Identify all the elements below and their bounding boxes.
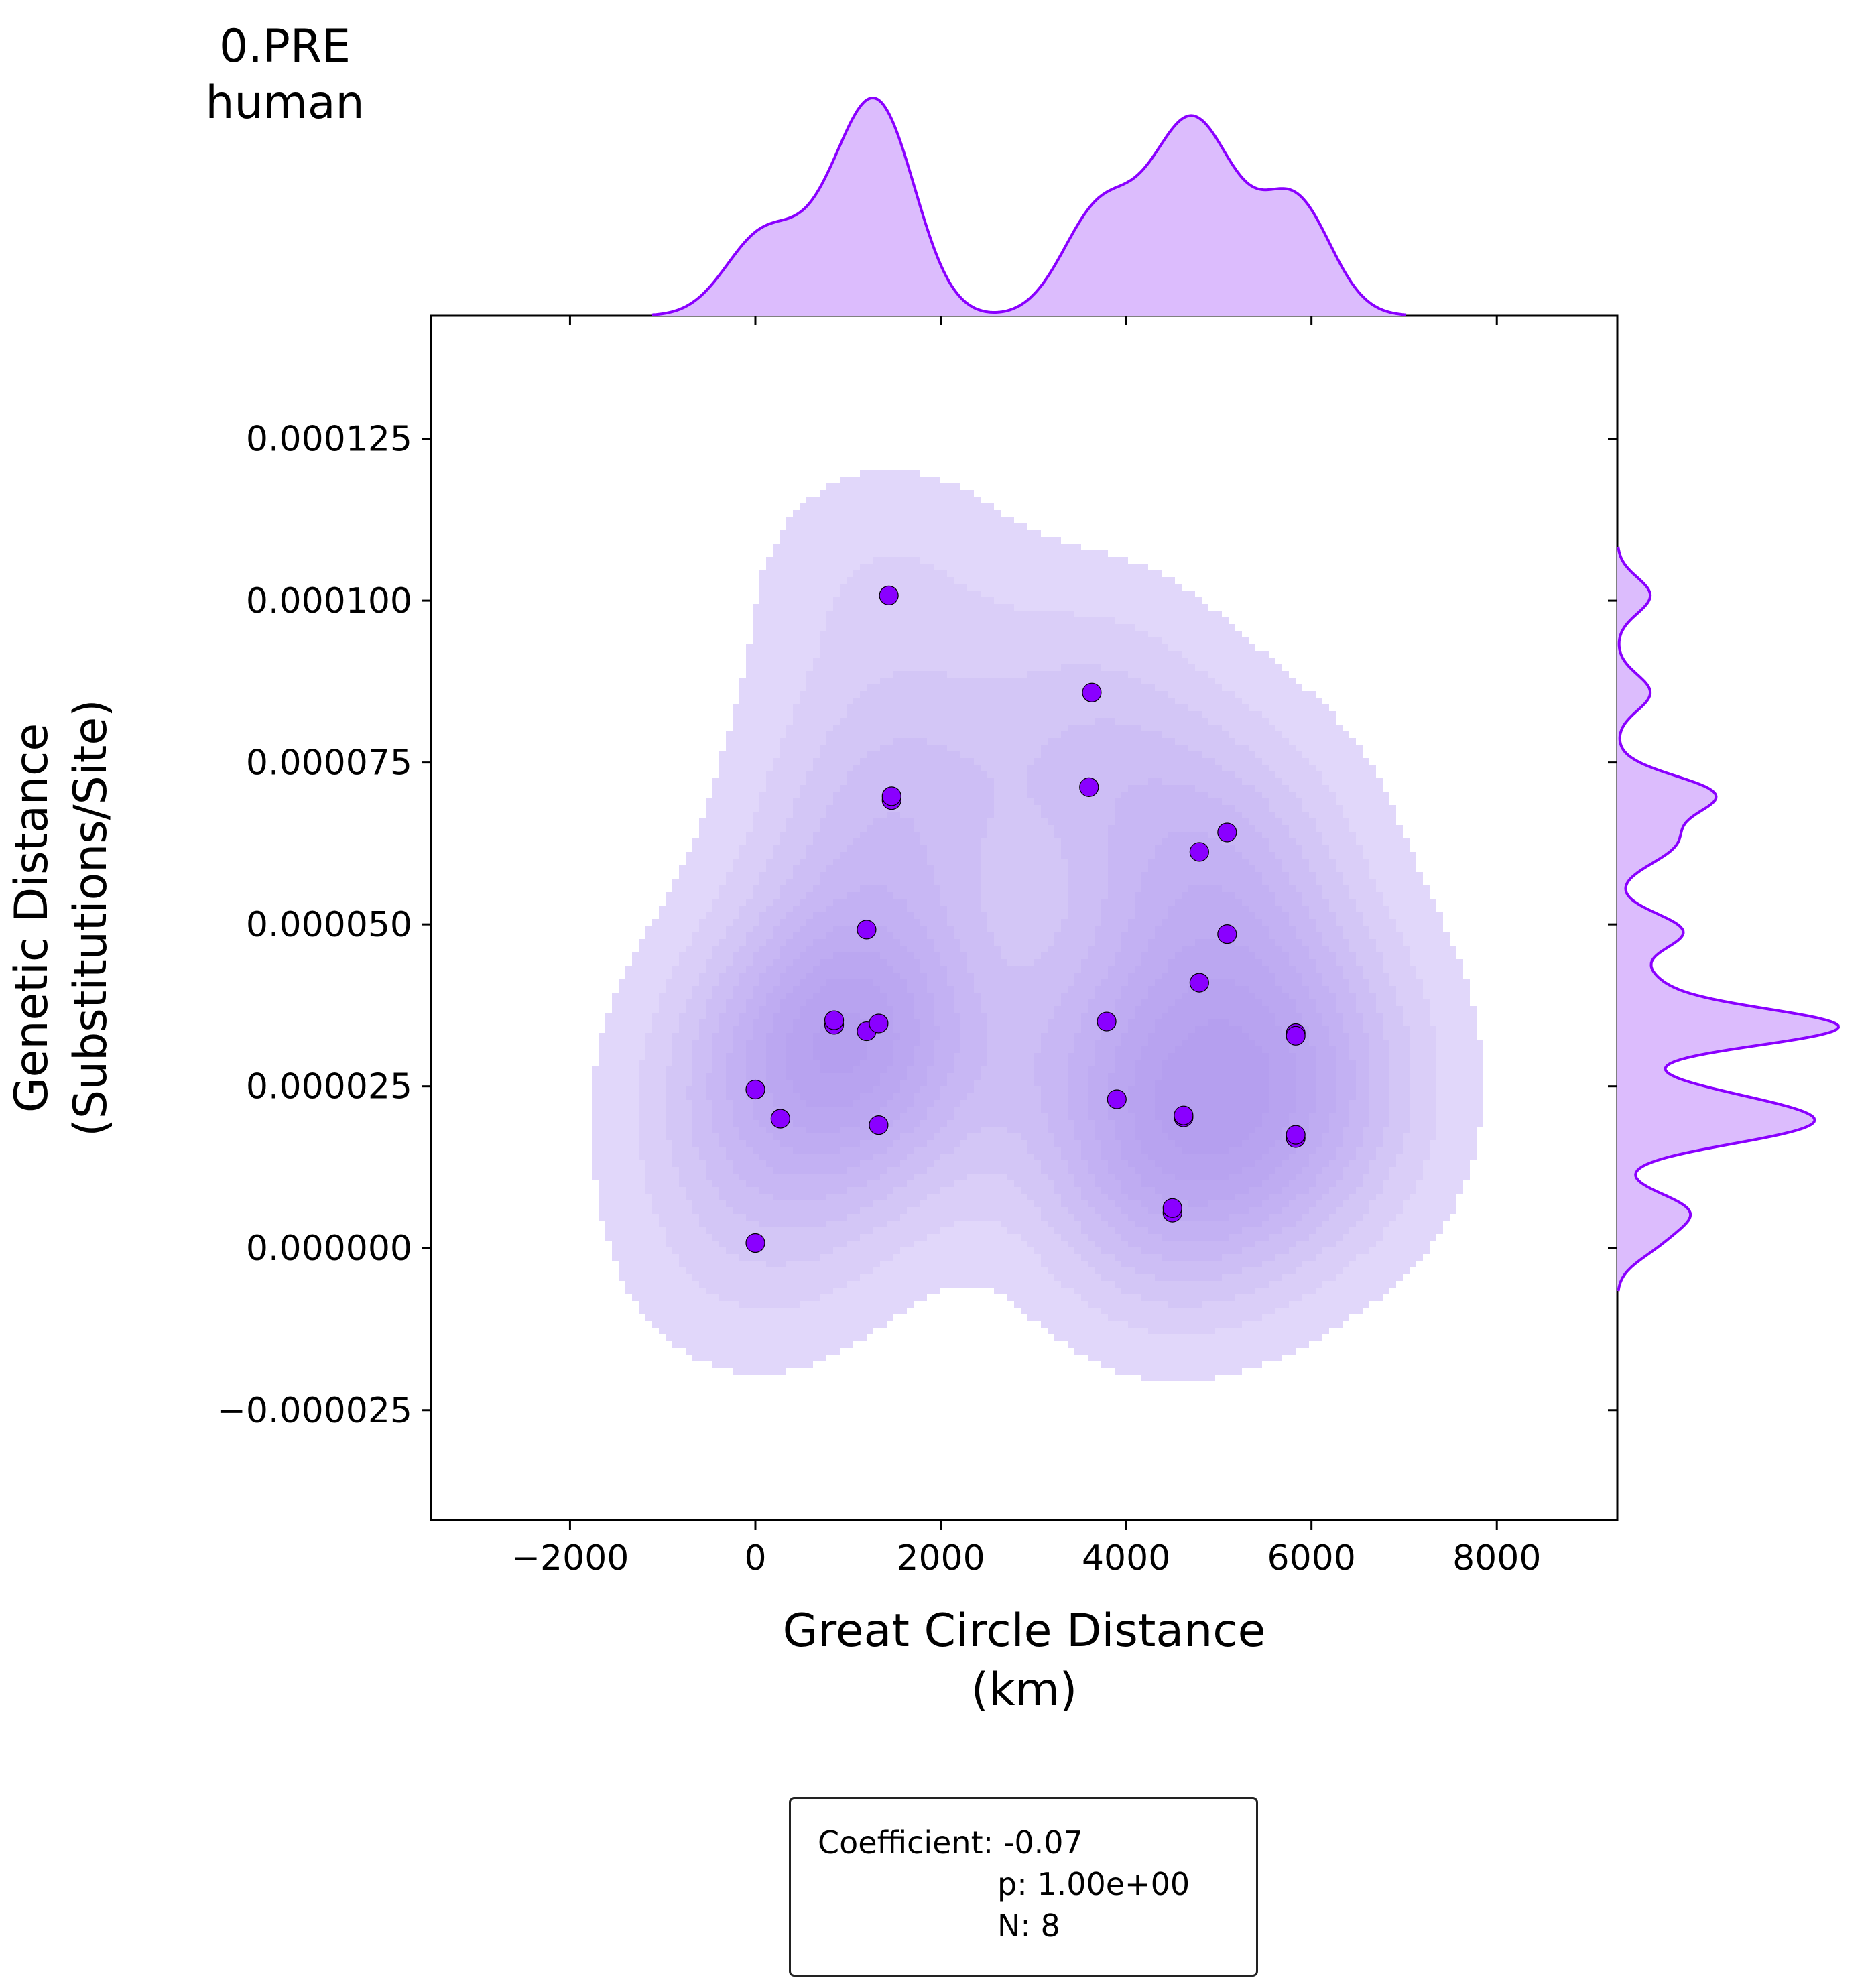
statistics-box: Coefficient: -0.07 p: 1.00e+00 N: 8 (789, 1797, 1258, 1977)
data-point-13 (1082, 682, 1102, 702)
data-point-11 (881, 786, 901, 806)
y-axis-label-line-1: Genetic Distance (5, 723, 58, 1113)
y-tick-label-6: 0.000125 (246, 420, 412, 460)
data-point-8 (869, 1013, 889, 1034)
kde-level-10 (813, 1013, 1269, 1154)
data-point-20 (1189, 842, 1209, 862)
data-point-12 (1079, 777, 1099, 797)
y-tick-label-5: 0.000100 (246, 581, 412, 621)
kde-level-5 (706, 778, 1369, 1261)
kde-level-6 (726, 832, 1356, 1241)
x-axis-label-line-1: Great Circle Distance (783, 1605, 1266, 1658)
kde-level-9-region (786, 979, 1296, 1180)
x-tick-label-3: 4000 (1082, 1538, 1170, 1578)
n-text: N: 8 (997, 1908, 1060, 1944)
axis-ticks: −2000 0 2000 4000 6000 8000 −0.000025 0.000000 0… (216, 316, 1617, 1578)
p-value-text: p: 1.00e+00 (997, 1866, 1190, 1902)
kde-level-6-region (726, 832, 1356, 1241)
kde-level-7-region (746, 885, 1336, 1221)
kde-level-4-region (686, 718, 1389, 1281)
x-tick-label-2: 2000 (896, 1538, 985, 1578)
data-point-0 (745, 1233, 765, 1253)
kde-level-8-region (766, 939, 1316, 1207)
right-marginal-line (1617, 546, 1841, 1292)
kde-level-7 (746, 885, 1336, 1221)
data-point-14 (1097, 1011, 1117, 1032)
kde-level-1 (592, 470, 1483, 1381)
data-point-17 (1162, 1198, 1182, 1218)
x-tick-label-1: 0 (744, 1538, 766, 1578)
top-marginal-density (651, 96, 1407, 316)
coefficient-text: Coefficient: -0.07 (818, 1824, 1083, 1861)
chart-title-line-1: 0.PRE (219, 20, 351, 73)
y-axis-label-line-2: (Substitutions/Site) (64, 699, 117, 1136)
axis-labels: Great Circle Distance (km) Genetic Distanc… (5, 699, 1265, 1717)
kde-level-9 (786, 979, 1296, 1180)
data-point-2 (770, 1109, 790, 1129)
x-tick-label-0: −2000 (511, 1538, 629, 1578)
data-point-4 (824, 1010, 845, 1030)
kde-density-contours (592, 470, 1483, 1381)
data-point-7 (869, 1115, 889, 1135)
data-point-15 (1107, 1089, 1127, 1109)
data-point-27 (1286, 1125, 1306, 1145)
y-tick-label-0: −0.000025 (216, 1391, 412, 1431)
data-point-21 (1189, 973, 1209, 993)
data-point-25 (1286, 1026, 1306, 1046)
x-axis-label-line-2: (km) (971, 1664, 1078, 1717)
y-tick-label-3: 0.000050 (246, 905, 412, 945)
scatter-points (745, 585, 1306, 1253)
x-tick-label-5: 8000 (1452, 1538, 1541, 1578)
y-tick-label-1: 0.000000 (246, 1229, 412, 1269)
kde-level-2-region (639, 557, 1436, 1334)
data-point-23 (1217, 924, 1237, 944)
data-point-9 (879, 585, 899, 605)
kde-level-10-region (813, 1013, 1269, 1154)
top-marginal-line (651, 96, 1407, 316)
right-marginal-density (1617, 546, 1841, 1292)
right-marginal-fill (1617, 547, 1838, 1291)
kde-level-8 (766, 939, 1316, 1207)
top-marginal-fill (652, 98, 1406, 316)
kde-level-1-region (592, 470, 1483, 1381)
chart-title-line-2: human (205, 76, 365, 129)
data-point-6 (857, 920, 877, 940)
x-tick-label-4: 6000 (1267, 1538, 1356, 1578)
data-point-1 (745, 1079, 765, 1100)
y-tick-label-4: 0.000075 (246, 743, 412, 784)
kde-level-4 (686, 718, 1389, 1281)
kde-level-5-region (706, 778, 1369, 1261)
data-point-19 (1174, 1105, 1194, 1125)
data-point-22 (1217, 822, 1237, 843)
kde-level-2 (639, 557, 1436, 1334)
y-tick-label-2: 0.000025 (246, 1067, 412, 1107)
